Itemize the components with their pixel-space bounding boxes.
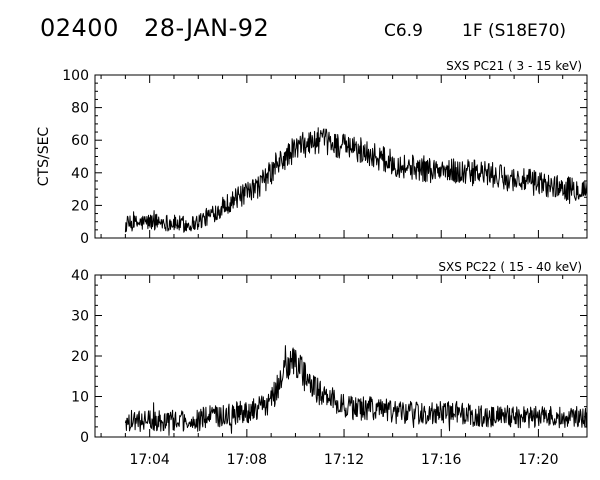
panel-title: SXS PC21 ( 3 - 15 keV) [446, 59, 582, 73]
series-line [124, 345, 588, 436]
flare-class: C6.9 [384, 21, 423, 41]
y-tick-label: 100 [62, 68, 89, 84]
y-tick-label: 60 [71, 133, 89, 149]
y-axis-label: CTS/SEC [36, 127, 52, 187]
panel-title: SXS PC22 ( 15 - 40 keV) [438, 260, 582, 274]
x-tick-label: 17:16 [421, 452, 461, 468]
event-id: 02400 [40, 14, 119, 42]
plot-frame [94, 74, 588, 239]
x-tick-label: 17:12 [324, 452, 364, 468]
x-tick-label: 17:08 [227, 452, 267, 468]
series-line [124, 127, 588, 233]
y-tick-label: 10 [71, 390, 89, 406]
y-tick-label: 40 [71, 268, 89, 284]
panel-pc22: SXS PC22 ( 15 - 40 keV) 0 10 20 30 40 17:04 17:… [71, 260, 588, 468]
panel-pc21: SXS PC21 ( 3 - 15 keV) 0 20 40 60 80 100 CTS/SE… [36, 59, 588, 247]
y-tick-label: 20 [71, 198, 89, 214]
x-tick-label: 17:04 [129, 452, 169, 468]
y-tick-label: 80 [71, 101, 89, 117]
y-tick-label: 0 [80, 231, 89, 247]
flare-location: 1F (S18E70) [462, 21, 567, 41]
y-tick-label: 30 [71, 309, 89, 325]
y-tick-label: 20 [71, 349, 89, 365]
x-tick-label: 17:20 [518, 452, 558, 468]
event-date: 28-JAN-92 [144, 14, 270, 42]
y-tick-label: 0 [80, 430, 89, 446]
y-tick-label: 40 [71, 166, 89, 182]
